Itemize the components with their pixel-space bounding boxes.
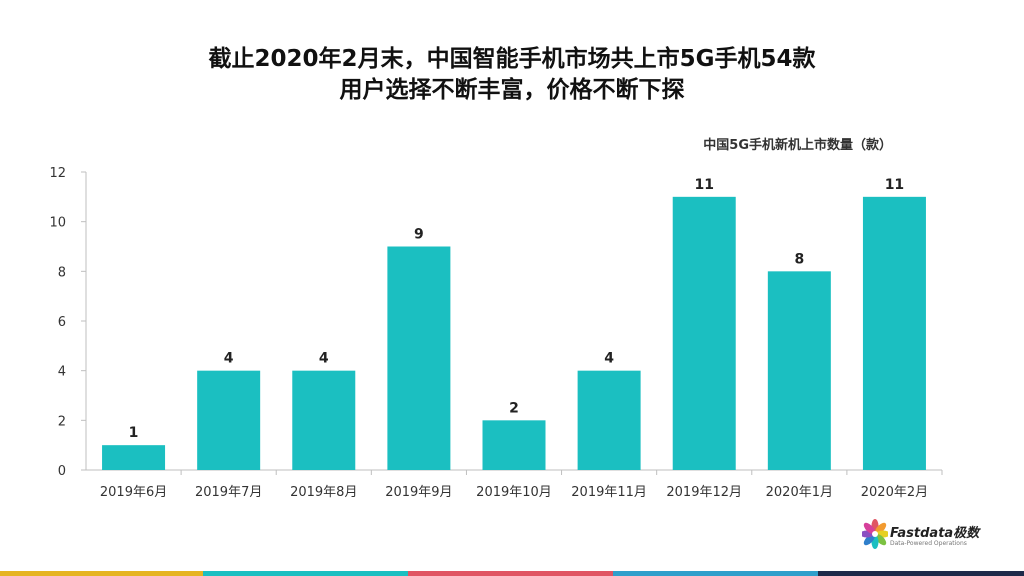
bar [577, 370, 641, 470]
x-tick-label: 2019年10月 [476, 485, 552, 500]
bar [862, 196, 926, 471]
footer-color-segment [0, 571, 203, 576]
bar [482, 420, 546, 470]
bar-data-label: 11 [694, 177, 713, 193]
x-tick-label: 2019年12月 [666, 485, 742, 500]
y-tick-label: 8 [58, 265, 66, 280]
y-tick-label: 0 [58, 464, 66, 479]
chart-title: 中国5G手机新机上市数量（款） [703, 138, 892, 153]
y-tick-label: 10 [49, 216, 66, 231]
bar-data-label: 11 [885, 177, 904, 193]
x-tick-label: 2019年7月 [195, 485, 262, 500]
footer-color-segment [613, 571, 818, 576]
x-tick-label: 2020年2月 [861, 485, 928, 500]
footer-color-segment [818, 571, 1024, 576]
x-tick-label: 2019年9月 [385, 485, 452, 500]
bar-data-label: 2 [509, 400, 519, 416]
x-tick-label: 2019年11月 [571, 485, 647, 500]
page-title: 截止2020年2月末，中国智能手机市场共上市5G手机54款 用户选择不断丰富，价… [0, 44, 1024, 106]
title-line-2: 用户选择不断丰富，价格不断下探 [339, 77, 685, 103]
y-tick-label: 6 [58, 315, 66, 330]
y-tick-label: 12 [49, 166, 66, 181]
title-line-1: 截止2020年2月末，中国智能手机市场共上市5G手机54款 [208, 46, 816, 72]
footer-color-bar [0, 571, 1024, 576]
y-tick-label: 4 [58, 365, 66, 380]
bar-data-label: 9 [414, 227, 424, 243]
bar [672, 196, 736, 471]
bar-data-label: 4 [319, 351, 329, 367]
bar-data-label: 8 [794, 251, 804, 267]
footer-color-segment [203, 571, 408, 576]
x-tick-label: 2020年1月 [766, 485, 833, 500]
logo-name: Fastdata极数 [890, 526, 980, 541]
bar [767, 271, 831, 470]
bar-data-label: 1 [129, 425, 139, 441]
flower-logo-icon [860, 519, 890, 549]
x-tick-label: 2019年6月 [100, 485, 167, 500]
bar [102, 445, 166, 470]
x-tick-label: 2019年8月 [290, 485, 357, 500]
logo-tagline: Data-Powered Operations [890, 540, 967, 547]
bar [292, 370, 356, 470]
y-tick-label: 2 [58, 414, 66, 429]
bar-data-label: 4 [604, 351, 614, 367]
bar [387, 246, 451, 470]
footer-color-segment [408, 571, 613, 576]
logo: Fastdata极数 Data-Powered Operations [860, 518, 1002, 558]
bar [197, 370, 261, 470]
bar-data-label: 4 [224, 351, 234, 367]
